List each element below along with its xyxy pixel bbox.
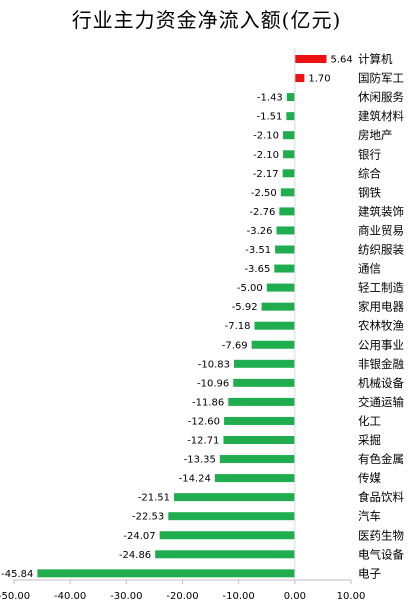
bar: [254, 321, 295, 330]
bar: [282, 169, 295, 178]
x-tick-label: -50.00: [0, 591, 30, 602]
category-label: 房地产: [358, 128, 393, 142]
category-label: 电子: [358, 566, 381, 580]
data-label: -13.35: [184, 455, 216, 466]
bar: [275, 245, 295, 254]
bar: [251, 340, 295, 349]
x-tick-label: -10.00: [223, 591, 255, 602]
category-label: 纺织服装: [358, 243, 404, 257]
category-label: 建筑装饰: [358, 204, 404, 218]
data-label: -5.00: [237, 283, 263, 294]
data-label: -24.07: [123, 531, 155, 542]
category-label: 医药生物: [358, 528, 404, 542]
bar: [266, 283, 295, 292]
bar: [280, 188, 295, 197]
data-label: -3.51: [245, 245, 271, 256]
data-label: -5.92: [232, 302, 258, 313]
data-label: -1.43: [257, 93, 283, 104]
bar: [274, 264, 295, 273]
category-label: 钢铁: [358, 185, 381, 199]
data-label: -24.86: [119, 550, 151, 561]
x-tick-label: 0.00: [284, 591, 306, 602]
data-label: -2.10: [253, 150, 279, 161]
chart-title: 行业主力资金净流入额(亿元): [71, 8, 342, 32]
bar: [286, 93, 295, 102]
bar: [294, 55, 327, 63]
bar: [168, 512, 295, 521]
category-label: 交通运输: [358, 395, 404, 409]
x-tick-label: -20.00: [166, 591, 198, 602]
data-label: -10.96: [197, 378, 229, 389]
bar: [155, 550, 295, 559]
x-tick-label: 10.00: [337, 591, 366, 602]
category-label: 建筑材料: [358, 109, 404, 123]
category-label: 家用电器: [358, 300, 404, 314]
data-label: -22.53: [132, 512, 164, 523]
data-label: -2.17: [253, 169, 279, 180]
data-label: -3.26: [247, 226, 273, 237]
category-label: 国防军工: [358, 71, 404, 85]
category-label: 电气设备: [358, 547, 404, 561]
category-label: 采掘: [358, 433, 381, 447]
data-label: -11.86: [192, 397, 224, 408]
category-label: 非银金融: [358, 357, 404, 371]
data-label: -10.83: [198, 359, 230, 370]
category-label: 轻工制造: [358, 281, 404, 295]
bar: [283, 150, 295, 159]
data-label: 1.70: [308, 74, 330, 85]
category-label: 公用事业: [358, 338, 404, 352]
data-label: -2.10: [253, 131, 279, 142]
bar: [233, 378, 295, 387]
bar: [219, 455, 295, 464]
bar: [234, 359, 295, 368]
bar: [283, 131, 295, 140]
category-label: 休闲服务: [358, 90, 404, 104]
bar: [174, 493, 295, 502]
bar: [214, 474, 295, 483]
bar: [261, 302, 295, 311]
category-label: 汽车: [358, 509, 381, 523]
data-label: -7.69: [222, 340, 248, 351]
bar: [223, 436, 295, 444]
bar: [286, 112, 295, 121]
category-label: 化工: [358, 414, 381, 428]
bar: [276, 226, 295, 235]
category-label: 机械设备: [358, 376, 404, 390]
data-label: -21.51: [138, 493, 170, 504]
bar: [159, 531, 295, 540]
category-label: 有色金属: [358, 452, 404, 466]
data-label: -2.76: [249, 207, 275, 218]
bar: [228, 397, 295, 406]
category-label: 综合: [358, 166, 381, 180]
x-tick-label: -40.00: [54, 591, 86, 602]
data-label: -2.50: [251, 188, 277, 199]
x-tick-label: -30.00: [110, 591, 142, 602]
data-label: -7.18: [225, 321, 251, 332]
data-label: -1.51: [256, 112, 282, 123]
category-label: 商业贸易: [358, 223, 404, 237]
bar: [37, 569, 295, 578]
data-label: -14.24: [179, 474, 211, 485]
data-label: -12.71: [187, 436, 219, 447]
data-label: -45.84: [1, 569, 33, 580]
category-label: 食品饮料: [358, 490, 404, 504]
category-label: 农林牧渔: [358, 319, 404, 333]
data-label: 5.64: [331, 55, 353, 66]
bar: [224, 416, 295, 425]
bar: [279, 207, 295, 216]
data-label: -3.65: [244, 264, 270, 275]
bar: [294, 74, 305, 83]
category-label: 银行: [358, 147, 381, 161]
category-label: 计算机: [358, 52, 393, 66]
category-label: 传媒: [358, 471, 381, 485]
category-label: 通信: [358, 262, 381, 276]
data-label: -12.60: [188, 416, 220, 427]
